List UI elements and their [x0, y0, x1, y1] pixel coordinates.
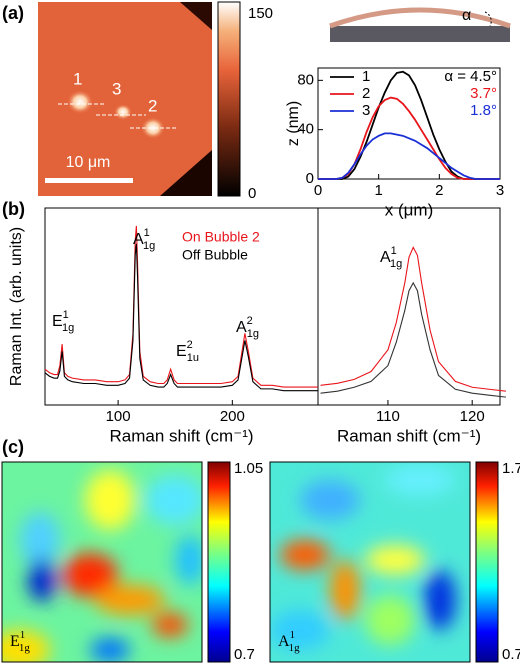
label-sub: 1g	[289, 642, 301, 654]
afm-colorbar	[217, 1, 241, 197]
label-sup: 1	[391, 245, 397, 257]
map-label: E1 1g	[10, 629, 30, 654]
y-axis-label: Raman Int. (arb. units)	[8, 227, 25, 386]
colorbar-tick-label: 1.7	[502, 460, 520, 477]
x-axis-label: x (μm)	[385, 200, 434, 219]
y-tick-label: 40	[297, 121, 314, 138]
y-tick-label: 0	[306, 170, 314, 187]
panel-label: (c)	[2, 437, 24, 457]
legend-label: 3	[362, 102, 370, 119]
x-tick-label: 1	[374, 182, 382, 199]
label-sup: 1	[63, 309, 69, 321]
x-tick-label: 2	[435, 182, 443, 199]
legend-label: Off Bubble	[182, 247, 248, 263]
angle-symbol: α	[462, 7, 471, 24]
afm-image	[38, 2, 212, 196]
map-colorbar	[207, 461, 231, 663]
label-sub: 1g	[19, 642, 31, 654]
series-line	[318, 132, 500, 180]
label-sub: 1g	[62, 322, 74, 334]
colorbar-tick-label: 1.05	[234, 460, 263, 477]
label-sup: 1	[144, 227, 150, 239]
label-base: A	[236, 319, 247, 336]
colorbar-tick-label: 0.7	[234, 646, 255, 663]
panel-label: (b)	[2, 199, 25, 219]
scale-bar-label: 10 μm	[66, 154, 111, 171]
label-base: E	[10, 633, 20, 650]
label-sub: 1g	[247, 328, 259, 340]
panel-label: (a)	[2, 3, 24, 23]
x-axis-label: Raman shift (cm⁻¹)	[109, 426, 253, 445]
peak-label: E2 1u	[176, 339, 199, 364]
map-label: A1 1g	[278, 629, 300, 654]
label-base: A	[278, 633, 290, 650]
label-base: E	[176, 343, 187, 360]
peak-label: A1 1g	[133, 227, 155, 252]
raman-map-a1g	[270, 462, 470, 662]
peak-label: A2 1g	[236, 315, 259, 340]
label-sup: 2	[247, 315, 253, 327]
spot-label: 2	[148, 96, 157, 115]
raman-map-e1g	[2, 462, 202, 662]
spot-label: 1	[73, 69, 82, 88]
legend-label: On Bubble 2	[182, 229, 260, 245]
bubble-schematic	[329, 7, 511, 42]
legend-label: 2	[362, 85, 370, 102]
series-line	[44, 243, 318, 392]
x-tick-label: 120	[460, 408, 485, 425]
series-line	[318, 96, 500, 180]
x-tick-label: 200	[220, 408, 245, 425]
peak-label: A1 1g	[380, 245, 402, 270]
x-axis-label: Raman shift (cm⁻¹)	[337, 426, 481, 445]
series-line	[320, 246, 506, 392]
label-sub: 1u	[187, 352, 199, 364]
legend-label: 1	[362, 68, 370, 85]
peak-label: E1 1g	[52, 309, 74, 334]
label-base: A	[133, 231, 144, 248]
y-tick-label: 80	[297, 71, 314, 88]
angle-label: 1.8°	[470, 102, 497, 119]
colorbar-tick-label: 150	[248, 5, 273, 22]
spot-label: 3	[112, 79, 121, 98]
x-tick-label: 0	[314, 182, 322, 199]
map-colorbar	[475, 461, 499, 663]
label-sup: 1	[20, 629, 25, 641]
colorbar-tick-label: 0	[248, 185, 256, 202]
label-base: E	[52, 313, 63, 330]
label-sup: 1	[290, 629, 295, 641]
x-tick-label: 100	[106, 408, 131, 425]
colorbar-tick-label: 0.7	[502, 646, 520, 663]
label-base: A	[380, 249, 391, 266]
series-line	[320, 281, 506, 398]
label-sub: 1g	[390, 258, 402, 270]
x-tick-label: 3	[496, 182, 504, 199]
angle-label: α = 4.5°	[444, 68, 497, 85]
x-tick-label: 110	[376, 408, 400, 425]
profile-frame	[317, 67, 501, 180]
label-sub: 1g	[143, 240, 155, 252]
label-sup: 2	[187, 339, 193, 351]
y-axis-label: z (nm)	[285, 101, 302, 146]
angle-label: 3.7°	[470, 85, 497, 102]
series-line	[44, 225, 318, 388]
zoom-frame	[317, 207, 501, 406]
